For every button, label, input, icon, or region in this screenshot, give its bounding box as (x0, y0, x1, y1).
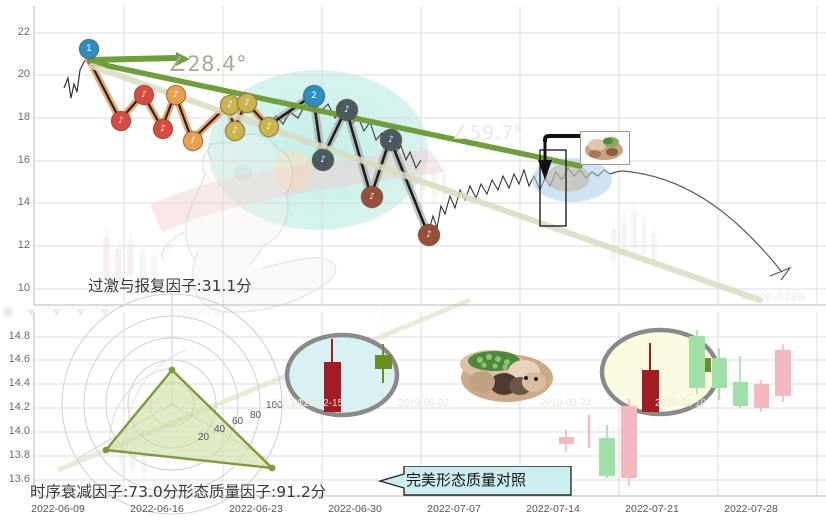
radar-scale-label: 60 (232, 416, 244, 427)
radar-scale-label: 20 (198, 432, 210, 443)
callout-text: 完美形态质量对照 (406, 471, 527, 489)
x-axis-tick: 2022-07-14 (526, 503, 580, 515)
top-y-tick: 10 (17, 282, 30, 294)
thumbnail-image (581, 132, 627, 162)
bottom-y-tick: 13.8 (8, 449, 30, 461)
candle-series (559, 330, 791, 486)
x-axis-tick: 2022-07-21 (625, 503, 679, 515)
angle-label: ∠59.7° (452, 122, 524, 144)
bottom-y-tick: 14.4 (8, 377, 30, 389)
radar-scale-label: 100 (266, 400, 283, 411)
bottom-y-tick: 13.6 (8, 473, 30, 485)
projection-end-marker (769, 266, 792, 281)
radar-data-polygon (104, 368, 274, 470)
candle-left-up (375, 344, 392, 383)
watermark-text: 2020-02-10 (655, 398, 707, 409)
highlight-ellipse-left[interactable] (284, 332, 400, 418)
x-axis-tick: 2022-06-23 (229, 503, 283, 515)
price-line-left (63, 57, 89, 99)
trendline-faint-olive (89, 63, 763, 303)
angle-label: ∠28.4° (168, 52, 248, 76)
bottom-y-tick: 14.2 (8, 401, 30, 413)
callout-shape (377, 465, 572, 496)
bottom-y-tick: 14.6 (8, 353, 30, 365)
x-axis-tick: 2022-07-07 (427, 503, 481, 515)
watermark-text: 2019-12-16 (272, 398, 324, 409)
score-label-pattern-quality: 形态质量因子:91.2分 (178, 483, 327, 501)
radar-scale-label: 80 (250, 410, 262, 421)
projection-curve (621, 170, 783, 273)
x-axis-tick: 2022-07-28 (724, 503, 778, 515)
trendline-green-descending (87, 59, 583, 169)
radar-data-points (102, 366, 276, 472)
radar-scale-label: 40 (214, 424, 226, 435)
highlight-blue-blob (532, 158, 612, 202)
callout-perfect-pattern[interactable]: 完美形态质量对照 (377, 465, 573, 496)
top-y-tick: 12 (17, 239, 30, 251)
highlight-tan-blob (546, 164, 590, 192)
watermark-text: 2019-08-24 (540, 398, 592, 409)
chart-thumbnail-box[interactable] (580, 131, 630, 165)
score-label-aggression: 过激与报复因子:31.1分 (88, 277, 252, 295)
top-y-tick: 22 (17, 26, 30, 38)
x-axis-tick: 2022-06-30 (328, 503, 382, 515)
top-y-tick: 18 (17, 111, 30, 123)
watermark-text: 40.000 -0.18% (740, 292, 806, 303)
svg-text:↑↓ 0.0: ↑↓ 0.0 (372, 307, 405, 317)
candle-left-down (324, 339, 341, 412)
top-y-tick: 20 (17, 68, 30, 80)
x-axis-tick: 2022-06-16 (130, 503, 184, 515)
score-label-time-decay: 时序衰减因子:73.0分 (30, 483, 179, 501)
bottom-y-tick: 14.0 (8, 425, 30, 437)
svg-text:日线自动化识别: 日线自动化识别 (168, 307, 231, 319)
decor-pink-sash (150, 150, 445, 232)
candle-right-down (642, 343, 659, 412)
watermark-text: 2018-12-15 (292, 398, 344, 409)
watermark-text: 2019-05-02 (398, 398, 450, 409)
top-y-tick: 14 (17, 196, 30, 208)
bottom-y-tick: 14.8 (8, 330, 30, 342)
top-y-tick: 16 (17, 154, 30, 166)
trendline-green-top (87, 52, 190, 66)
zigzag-pivot-marker[interactable]: ♪ (237, 93, 257, 113)
x-axis-tick: 2022-06-09 (31, 503, 85, 515)
annotation-arrow-bracket (538, 134, 592, 227)
radar-inner-arc (109, 367, 173, 441)
